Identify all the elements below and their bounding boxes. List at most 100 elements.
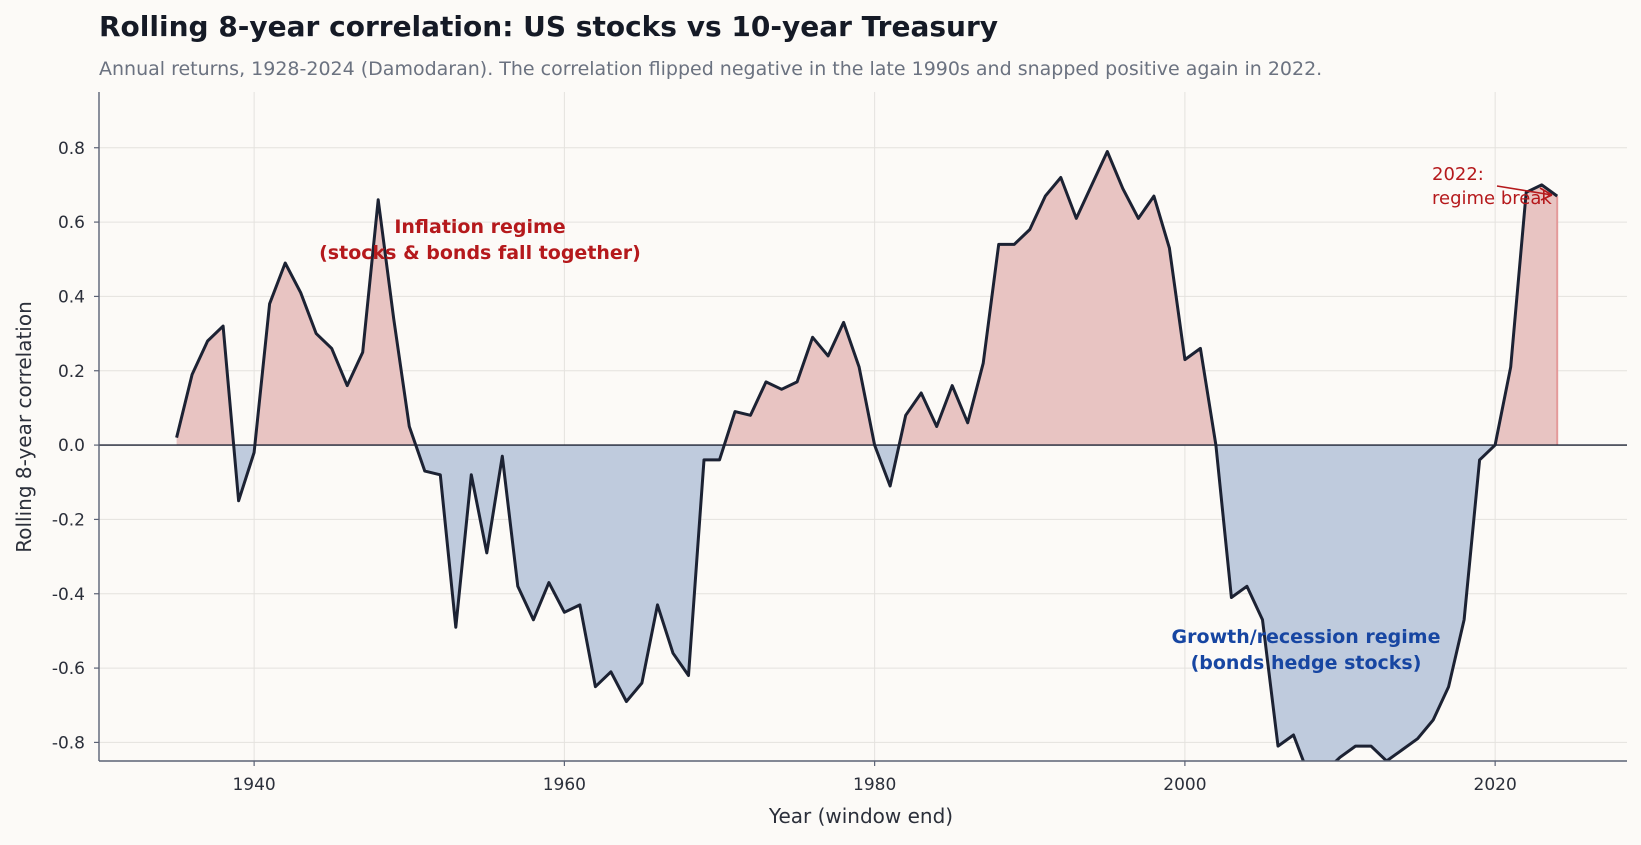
data-point-2021: [1509, 365, 1513, 369]
data-point-1945: [330, 346, 334, 350]
data-point-1949: [392, 317, 396, 321]
data-point-1978: [842, 320, 846, 324]
data-point-1960: [562, 610, 566, 614]
data-point-1968: [687, 674, 691, 678]
data-point-1958: [531, 618, 535, 622]
data-point-1956: [500, 454, 504, 458]
y-tick-label: 0.8: [58, 139, 85, 159]
data-point-1955: [485, 551, 489, 555]
y-axis-label: Rolling 8-year correlation: [12, 301, 36, 553]
positive-area-6: [899, 151, 1216, 446]
x-tick-label: 2000: [1163, 775, 1206, 795]
data-point-1951: [423, 469, 427, 473]
negative-area-1: [233, 445, 255, 501]
regime-break-annotation-line2: regime break: [1432, 188, 1552, 209]
data-point-1970: [718, 458, 722, 462]
data-point-1985: [950, 384, 954, 388]
data-point-1946: [345, 384, 349, 388]
data-point-1964: [624, 700, 628, 704]
y-tick-label: 0.2: [58, 362, 85, 382]
data-point-2007: [1292, 733, 1296, 737]
data-point-1947: [361, 350, 365, 354]
data-point-1994: [1090, 183, 1094, 187]
data-point-1991: [1043, 194, 1047, 198]
data-point-2003: [1229, 596, 1233, 600]
y-tick-label: -0.4: [52, 585, 85, 605]
data-point-1974: [780, 387, 784, 391]
y-tick-label: -0.6: [52, 659, 85, 679]
data-point-1989: [1012, 242, 1016, 246]
data-point-1986: [966, 421, 970, 425]
data-point-1987: [981, 361, 985, 365]
axes: [94, 92, 1627, 766]
negative-area-7: [1215, 445, 1496, 761]
data-point-1988: [997, 242, 1001, 246]
data-point-2005: [1261, 618, 1265, 622]
data-point-1961: [578, 603, 582, 607]
x-tick-label: 1980: [853, 775, 896, 795]
data-point-2024: [1555, 194, 1559, 198]
data-point-2012: [1369, 744, 1373, 748]
correlation-line: [175, 150, 1559, 761]
growth-annotation-line2: (bonds hedge stocks): [1191, 652, 1422, 674]
data-point-1959: [547, 581, 551, 585]
data-point-1972: [749, 413, 753, 417]
data-point-1957: [516, 584, 520, 588]
data-point-1943: [299, 291, 303, 295]
x-tick-label: 1960: [543, 775, 586, 795]
data-point-2006: [1276, 744, 1280, 748]
data-point-2023: [1540, 183, 1544, 187]
data-point-1937: [206, 339, 210, 343]
y-tick-label: 0.6: [58, 213, 85, 233]
data-point-1998: [1152, 194, 1156, 198]
data-point-1997: [1136, 216, 1140, 220]
data-point-1950: [407, 425, 411, 429]
regime-break-arrowhead: [1539, 187, 1553, 201]
negative-area-5: [874, 445, 900, 486]
data-point-1975: [795, 380, 799, 384]
tick-labels: 1940 1960 1980 2000 2020 0.8 0.6 0.4 0.2 0.0 -0.2 -…: [52, 139, 1517, 795]
data-point-1941: [268, 302, 272, 306]
data-point-1999: [1167, 246, 1171, 250]
data-point-1993: [1074, 216, 1078, 220]
data-point-2015: [1416, 737, 1420, 741]
data-point-1967: [671, 651, 675, 655]
regime-break-annotation-line1: 2022:: [1432, 164, 1484, 185]
data-point-2011: [1354, 744, 1358, 748]
data-point-1981: [888, 484, 892, 488]
data-point-1954: [469, 473, 473, 477]
x-axis-label: Year (window end): [768, 804, 953, 828]
data-point-1936: [190, 373, 194, 377]
data-point-1979: [857, 365, 861, 369]
data-point-1969: [702, 458, 706, 462]
inflation-annotation-line2: (stocks & bonds fall together): [319, 242, 641, 264]
inflation-annotation-line1: Inflation regime: [394, 216, 565, 238]
data-point-1963: [609, 670, 613, 674]
data-point-1983: [919, 391, 923, 395]
data-point-1971: [733, 410, 737, 414]
chart-title: Rolling 8-year correlation: US stocks vs…: [99, 10, 999, 43]
data-point-1938: [221, 324, 225, 328]
positive-area-2: [254, 199, 416, 446]
positive-area-8: [1495, 184, 1558, 446]
data-point-1996: [1121, 187, 1125, 191]
data-point-2017: [1447, 685, 1451, 689]
data-point-2002: [1214, 443, 1218, 447]
growth-annotation-line1: Growth/recession regime: [1172, 626, 1441, 648]
regime-break-arrow: [1496, 185, 1553, 196]
data-point-2004: [1245, 584, 1249, 588]
data-point-1942: [283, 261, 287, 265]
data-point-1940: [252, 451, 256, 455]
data-point-2014: [1400, 748, 1404, 752]
data-point-1944: [314, 332, 318, 336]
data-point-1966: [656, 603, 660, 607]
data-point-1935: [175, 436, 179, 440]
data-point-1952: [438, 473, 442, 477]
data-point-2019: [1478, 458, 1482, 462]
data-point-1982: [904, 413, 908, 417]
positive-area-4: [724, 322, 875, 446]
x-tick-label: 1940: [232, 775, 275, 795]
data-point-1984: [935, 425, 939, 429]
data-point-2018: [1462, 618, 1466, 622]
